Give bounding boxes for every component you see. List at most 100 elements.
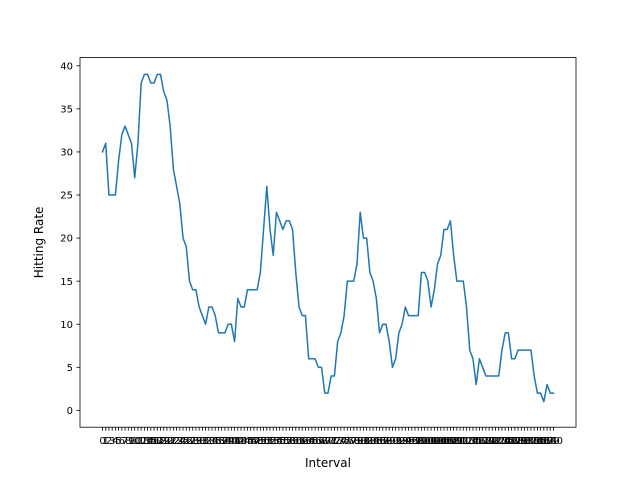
x-tick-label: 10 [128,436,141,447]
x-tick-label: 140 [544,436,563,447]
x-tick-label: 70 [322,436,335,447]
x-tick-label: 79 [351,436,364,447]
x-tick-label: 133 [521,436,540,447]
x-tick-label: 58 [283,436,296,447]
x-axis-ticks: 0123456789101112131415161718192021222324… [99,427,563,447]
x-tick-label: 103 [425,436,444,447]
x-tick-label: 126 [499,436,518,447]
x-tick-label: 60 [289,436,302,447]
y-tick-label: 40 [60,61,73,72]
x-tick-label: 20 [161,436,174,447]
x-tick-label: 4 [112,436,118,447]
x-tick-label: 78 [347,436,360,447]
x-tick-label: 14 [141,436,154,447]
x-tick-label: 49 [254,436,267,447]
x-tick-label: 34 [206,436,219,447]
x-tick-label: 89 [383,436,396,447]
x-tick-label: 93 [396,436,409,447]
x-tick-label: 72 [328,436,341,447]
x-tick-label: 122 [486,436,505,447]
x-tick-label: 129 [509,436,528,447]
x-tick-label: 17 [151,436,164,447]
x-tick-label: 5 [115,436,121,447]
x-tick-label: 16 [148,436,161,447]
x-tick-label: 76 [341,436,354,447]
x-tick-label: 104 [428,436,447,447]
x-tick-label: 81 [357,436,370,447]
x-tick-label: 50 [257,436,270,447]
x-tick-label: 27 [183,436,196,447]
x-tick-label: 128 [505,436,524,447]
x-tick-label: 24 [173,436,186,447]
x-tick-label: 38 [219,436,232,447]
x-tick-label: 23 [170,436,183,447]
y-axis-ticks: 0 5 10 15 20 25 30 35 40 [60,61,80,417]
y-tick-label: 10 [60,320,73,331]
x-tick-label: 91 [389,436,402,447]
x-tick-label: 35 [209,436,222,447]
x-tick-label: 139 [541,436,560,447]
x-tick-label: 55 [273,436,286,447]
x-tick-label: 63 [299,436,312,447]
x-tick-label: 52 [264,436,277,447]
x-tick-label: 130 [512,436,531,447]
x-tick-label: 33 [202,436,215,447]
x-tick-label: 67 [312,436,325,447]
x-tick-label: 22 [167,436,180,447]
x-tick-label: 116 [467,436,486,447]
y-tick-label: 20 [60,234,73,245]
x-tick-label: 69 [318,436,331,447]
x-tick-label: 13 [138,436,151,447]
x-tick-label: 56 [277,436,290,447]
x-tick-label: 28 [186,436,199,447]
x-tick-label: 41 [228,436,241,447]
x-tick-label: 6 [119,436,125,447]
x-tick-label: 109 [444,436,463,447]
x-tick-label: 3 [109,436,115,447]
x-tick-label: 7 [122,436,128,447]
x-tick-label: 101 [418,436,437,447]
x-tick-label: 98 [412,436,425,447]
x-tick-label: 44 [238,436,251,447]
x-tick-label: 87 [376,436,389,447]
y-tick-label: 15 [60,277,73,288]
x-tick-label: 62 [296,436,309,447]
x-tick-label: 45 [241,436,254,447]
x-tick-label: 12 [135,436,148,447]
x-tick-label: 48 [251,436,264,447]
x-axis-label: Interval [305,456,351,470]
x-tick-label: 119 [476,436,495,447]
x-tick-label: 97 [409,436,422,447]
x-tick-label: 83 [364,436,377,447]
x-tick-label: 75 [338,436,351,447]
x-tick-label: 124 [492,436,511,447]
x-tick-label: 30 [193,436,206,447]
x-tick-label: 127 [502,436,521,447]
x-tick-label: 107 [438,436,457,447]
x-tick-label: 66 [309,436,322,447]
x-tick-label: 137 [534,436,553,447]
x-tick-label: 95 [402,436,415,447]
x-tick-label: 29 [190,436,203,447]
x-tick-label: 125 [496,436,515,447]
x-tick-label: 53 [267,436,280,447]
x-tick-label: 61 [293,436,306,447]
x-tick-label: 117 [470,436,489,447]
x-tick-label: 110 [447,436,466,447]
x-tick-label: 37 [215,436,228,447]
x-tick-label: 57 [280,436,293,447]
y-tick-label: 25 [60,191,73,202]
x-tick-label: 105 [431,436,450,447]
x-tick-label: 113 [457,436,476,447]
x-tick-label: 64 [302,436,315,447]
x-tick-label: 118 [473,436,492,447]
x-tick-label: 1 [103,436,109,447]
x-tick-label: 11 [132,436,145,447]
plot-frame [79,57,577,428]
x-tick-label: 74 [335,436,348,447]
x-tick-label: 40 [225,436,238,447]
x-tick-label: 59 [286,436,299,447]
x-tick-label: 106 [434,436,453,447]
x-tick-label: 84 [367,436,380,447]
